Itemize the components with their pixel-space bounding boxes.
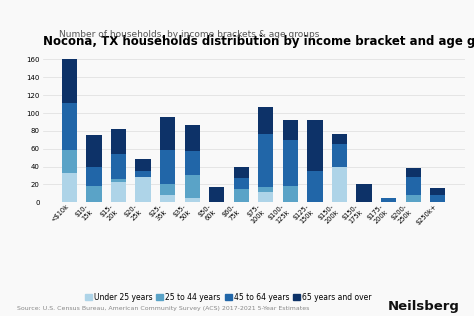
- Bar: [234, 167, 249, 178]
- Bar: [111, 179, 126, 182]
- Bar: [111, 129, 126, 154]
- Bar: [111, 182, 126, 202]
- Bar: [184, 125, 200, 151]
- Bar: [86, 135, 101, 167]
- Bar: [332, 167, 347, 202]
- Bar: [430, 195, 446, 202]
- Bar: [184, 198, 200, 202]
- Bar: [111, 154, 126, 179]
- Bar: [356, 185, 372, 202]
- Bar: [136, 177, 151, 202]
- Bar: [160, 118, 175, 150]
- Bar: [406, 195, 421, 202]
- Bar: [332, 134, 347, 144]
- Bar: [406, 168, 421, 177]
- Bar: [258, 187, 273, 191]
- Bar: [62, 103, 77, 149]
- Bar: [209, 187, 224, 202]
- Text: Neilsberg: Neilsberg: [388, 300, 460, 313]
- Bar: [160, 195, 175, 202]
- Bar: [234, 178, 249, 189]
- Legend: Under 25 years, 25 to 44 years, 45 to 64 years, 65 years and over: Under 25 years, 25 to 44 years, 45 to 64…: [82, 289, 375, 305]
- Bar: [62, 149, 77, 173]
- Bar: [234, 189, 249, 202]
- Bar: [62, 58, 77, 103]
- Bar: [258, 107, 273, 134]
- Bar: [307, 171, 323, 202]
- Bar: [283, 186, 298, 202]
- Bar: [258, 191, 273, 202]
- Bar: [86, 186, 101, 202]
- Bar: [381, 198, 396, 202]
- Bar: [258, 134, 273, 187]
- Bar: [283, 140, 298, 186]
- Text: Nocona, TX households distribution by income bracket and age group: Nocona, TX households distribution by in…: [43, 35, 474, 48]
- Bar: [184, 151, 200, 175]
- Bar: [184, 175, 200, 198]
- Bar: [332, 144, 347, 167]
- Bar: [307, 120, 323, 171]
- Bar: [430, 188, 446, 195]
- Bar: [160, 184, 175, 195]
- Bar: [160, 150, 175, 184]
- Bar: [283, 120, 298, 140]
- Bar: [86, 167, 101, 186]
- Bar: [406, 177, 421, 195]
- Text: Source: U.S. Census Bureau, American Community Survey (ACS) 2017-2021 5-Year Est: Source: U.S. Census Bureau, American Com…: [17, 306, 309, 311]
- Bar: [62, 173, 77, 202]
- Bar: [136, 171, 151, 177]
- Bar: [136, 159, 151, 171]
- Text: Number of households, by income brackets & age groups: Number of households, by income brackets…: [59, 30, 319, 39]
